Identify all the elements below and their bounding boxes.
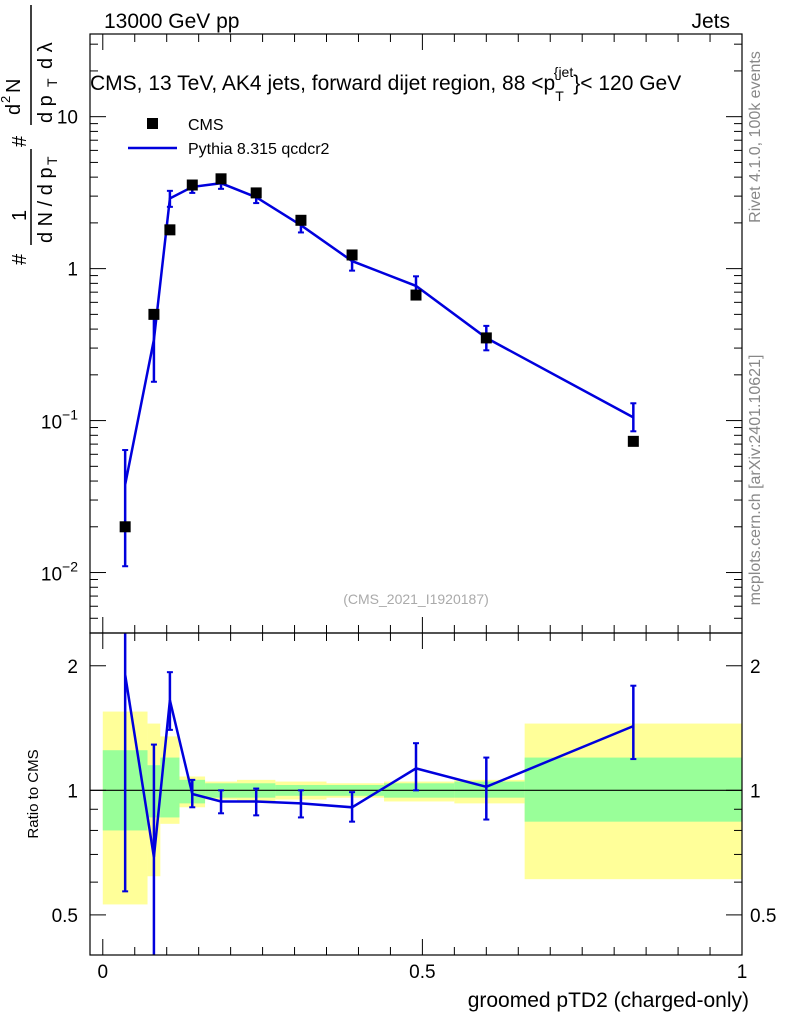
ratio-y-tick-label-right: 1 [750, 781, 761, 802]
header-energy-label: 13000 GeV pp [104, 10, 239, 33]
ratio-band-green [160, 757, 180, 818]
main-y-axis-label: # 1 d N / d p T # d 2 N d p T d λ [0, 5, 60, 265]
cms-data-point [148, 308, 160, 320]
main-y-tick-label: 10−1 [41, 407, 78, 434]
svg-text:d N / d p: d N / d p [35, 167, 57, 243]
svg-text:d λ: d λ [35, 42, 57, 69]
svg-text:1: 1 [9, 210, 31, 221]
legend: CMS Pythia 8.315 qcdcr2 [128, 117, 330, 158]
x-tick-label: 0 [97, 962, 108, 983]
ratio-band-green [524, 757, 742, 822]
svg-text:d: d [3, 104, 25, 115]
cms-data-point [215, 173, 227, 185]
x-axis-label: groomed pTD2 (charged-only) [468, 989, 749, 1012]
ratio-band-green [454, 781, 525, 798]
main-y-tick-label: 10−2 [41, 559, 78, 586]
cms-data-point [119, 521, 131, 533]
header-process-label: Jets [691, 10, 730, 33]
svg-text:#: # [9, 253, 31, 265]
ratio-y-tick-label-left: 0.5 [52, 906, 78, 927]
ratio-y-tick-label-left: 1 [67, 781, 78, 802]
cms-data-point [410, 289, 422, 301]
ratio-y-tick-label-right: 0.5 [750, 906, 776, 927]
ratio-uncertainty-bands [90, 711, 742, 905]
svg-text:2: 2 [0, 96, 13, 103]
rivet-version-label: Rivet 4.1.0, 100k events [747, 51, 764, 223]
cms-data-point [295, 214, 307, 226]
svg-text:d p: d p [35, 95, 57, 123]
ratio-panel-border [89, 632, 743, 956]
mcplots-reference-label: mcplots.cern.ch [arXiv:2401.10621] [747, 355, 764, 606]
chart-title: CMS, 13 TeV, AK4 jets, forward dijet reg… [90, 64, 681, 104]
ratio-panel-series [122, 633, 637, 955]
ratio-y-tick-label-left: 2 [67, 657, 78, 678]
legend-cms-label: CMS [188, 117, 224, 134]
main-panel-frame: 10−2 10−1 1 10 [41, 33, 743, 634]
legend-cms-marker [147, 118, 158, 129]
pythia-line [123, 181, 634, 485]
svg-text:T: T [44, 156, 60, 165]
ratio-y-tick-label-right: 2 [750, 657, 761, 678]
x-tick-label: 1 [737, 962, 748, 983]
ratio-panel-frame: 0.5 0.5 1 1 2 2 0 0.5 1 [52, 632, 776, 983]
cms-data-point [346, 249, 358, 261]
ratio-y-axis-label: Ratio to CMS [25, 749, 42, 838]
svg-text:#: # [9, 135, 31, 147]
legend-pythia-label: Pythia 8.315 qcdcr2 [188, 141, 330, 158]
cms-data-point [627, 435, 639, 447]
main-y-tick-label: 10 [57, 108, 78, 129]
x-tick-label: 0.5 [409, 962, 435, 983]
main-y-tick-label: 1 [67, 260, 78, 281]
analysis-watermark: (CMS_2021_I1920187) [343, 591, 489, 607]
cms-data-point [186, 179, 198, 191]
cms-data-point [480, 332, 492, 344]
svg-text:N: N [3, 79, 25, 93]
svg-text:T: T [44, 78, 60, 87]
cms-data-point [250, 187, 262, 199]
main-panel-series [119, 173, 639, 568]
cms-data-point [164, 224, 176, 236]
